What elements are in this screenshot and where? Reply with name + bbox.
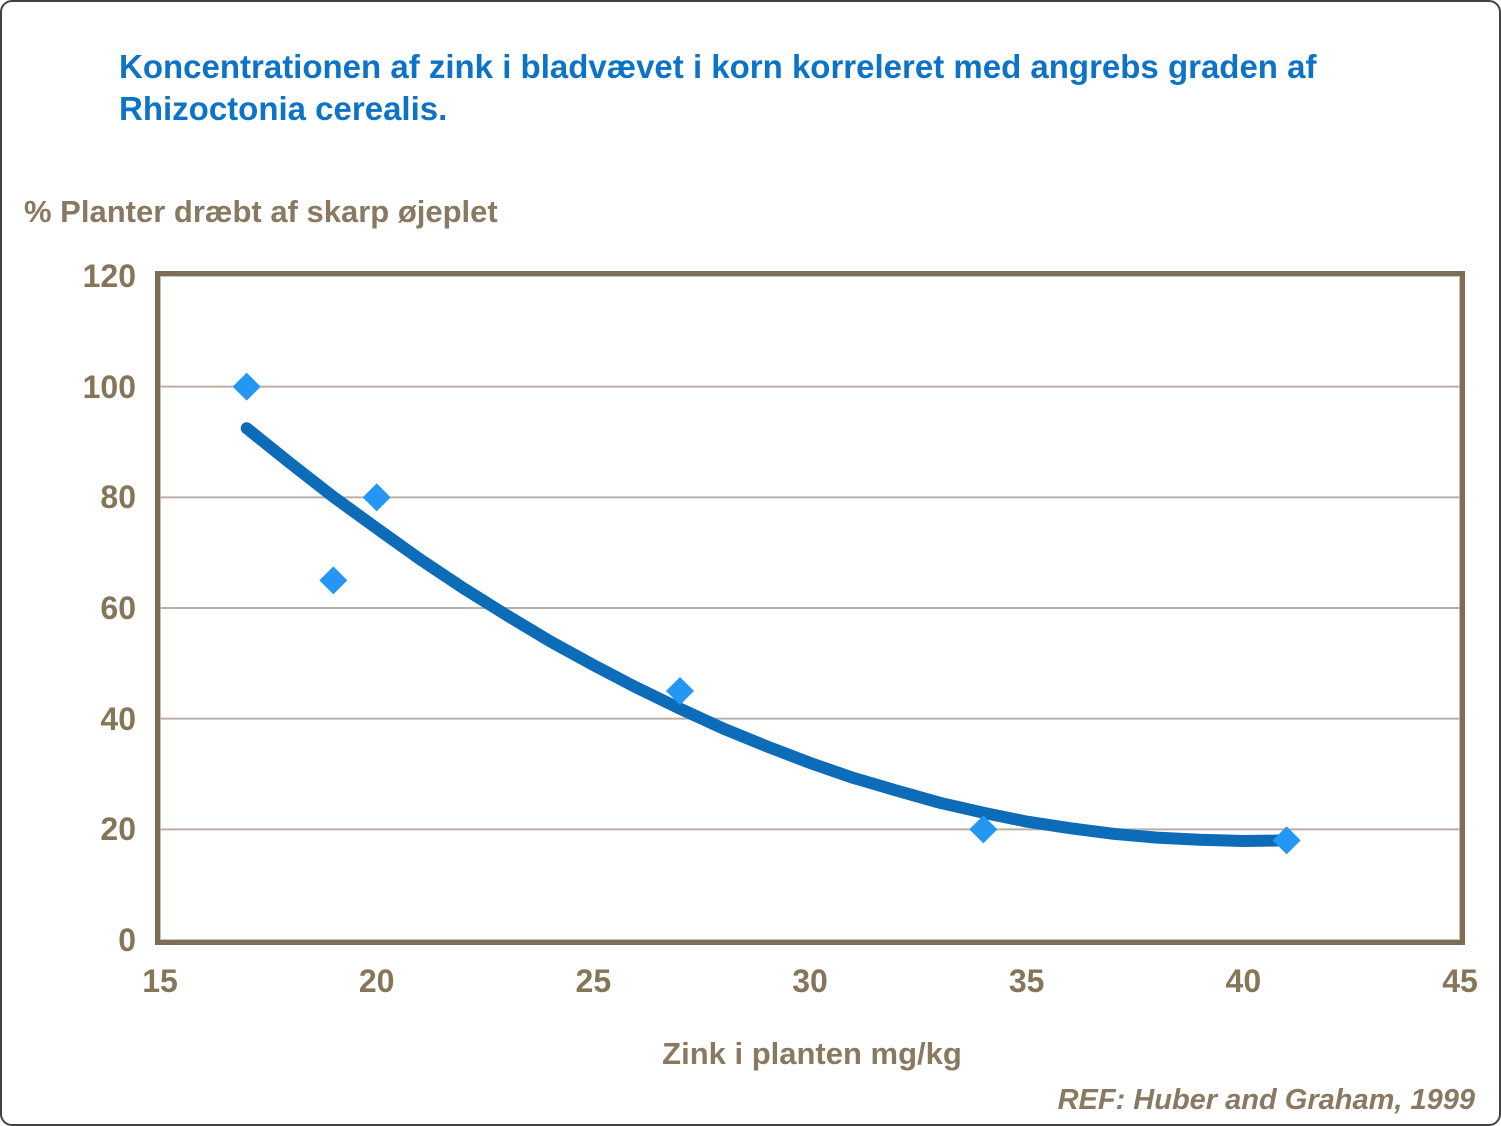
y-tick-label-60: 60 xyxy=(100,590,136,626)
chart-title: Koncentrationen af zink i bladvævet i ko… xyxy=(119,48,1317,127)
y-tick-label-0: 0 xyxy=(118,922,136,958)
x-tick-label-30: 30 xyxy=(792,963,828,999)
y-tick-label-40: 40 xyxy=(100,700,136,737)
x-axis-title: Zink i planten mg/kg xyxy=(662,1036,962,1071)
data-point-diamond xyxy=(362,483,391,512)
x-tick-label-15: 15 xyxy=(142,963,178,999)
data-point-diamond xyxy=(1272,826,1301,855)
data-point-diamond xyxy=(319,566,348,595)
y-tick-label-20: 20 xyxy=(100,811,136,848)
y-tick-label-100: 100 xyxy=(82,368,136,405)
x-tick-label-40: 40 xyxy=(1225,963,1262,999)
data-point-diamond xyxy=(232,372,261,401)
x-tick-label-20: 20 xyxy=(358,963,395,999)
reference-citation: REF: Huber and Graham, 1999 xyxy=(1057,1084,1475,1116)
x-tick-label-25: 25 xyxy=(575,963,612,999)
y-axis-title: % Planter dræbt af skarp øjeplet xyxy=(24,194,498,229)
y-tick-label-80: 80 xyxy=(100,479,136,516)
x-tick-label-35: 35 xyxy=(1008,963,1045,999)
plot-area-border xyxy=(155,271,1465,945)
data-point-diamond xyxy=(666,677,694,705)
plot-canvas xyxy=(160,372,1460,855)
y-tick-label-120: 120 xyxy=(82,258,136,294)
x-tick-label-45: 45 xyxy=(1442,963,1478,999)
trend-line xyxy=(240,422,1293,847)
data-point-diamond xyxy=(969,815,998,844)
